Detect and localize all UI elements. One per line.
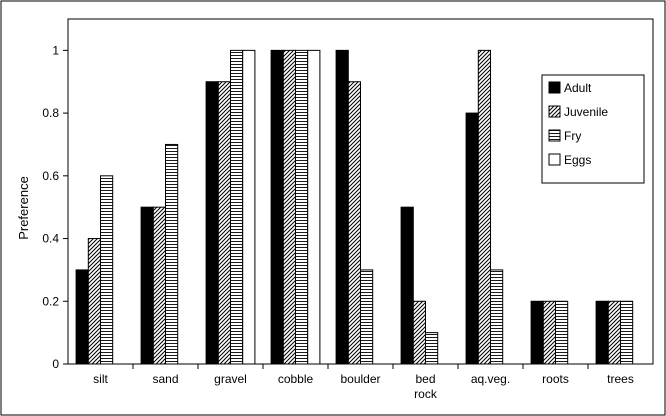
bar-fry [555, 300, 569, 365]
legend-swatch-juvenile [548, 105, 561, 118]
bar-adult [465, 112, 479, 365]
x-tick-label: roots [542, 372, 569, 386]
x-tick-label: silt [93, 372, 108, 386]
legend-label-eggs: Eggs [564, 153, 591, 167]
legend-label-fry: Fry [564, 129, 581, 143]
y-tick-label: 1 [52, 43, 59, 57]
bar-juvenile [87, 238, 102, 365]
bar-fry [360, 269, 374, 365]
plot-area: 0 0.2 0.4 0.6 0.8 1 silt sand gravel cobble boulde… [42, 18, 654, 401]
bar-adult [335, 49, 349, 365]
bar-juvenile [217, 81, 232, 365]
bar-fry [165, 143, 179, 365]
x-tick-label: gravel [214, 372, 247, 386]
y-tick-label: 0 [52, 357, 59, 371]
legend-label-adult: Adult [564, 81, 592, 95]
bar-juvenile [412, 300, 426, 365]
bar-adult [140, 206, 154, 365]
bar-adult [75, 269, 89, 365]
bar-fry [425, 332, 439, 365]
y-axis-label: Preference [16, 176, 31, 240]
legend-swatch-eggs [548, 153, 561, 166]
bar-fry [295, 49, 309, 365]
y-tick-label: 0.2 [42, 294, 59, 308]
bar-juvenile [477, 49, 491, 365]
bar-fry [490, 269, 504, 365]
x-tick-label: trees [607, 372, 634, 386]
bar-juvenile [347, 81, 361, 365]
x-tick-label: bed rock [414, 372, 438, 401]
x-tick-label: cobble [278, 372, 314, 386]
legend-label-juvenile: Juvenile [564, 105, 608, 119]
y-tick-label: 0.6 [42, 169, 59, 183]
legend-swatch-adult [548, 81, 561, 94]
bar-fry [230, 49, 244, 365]
bar-fry [100, 175, 114, 365]
bar-juvenile [282, 49, 296, 365]
bar-eggs [307, 49, 321, 365]
x-tick-label: boulder [340, 372, 380, 386]
bar-adult [400, 206, 414, 365]
x-tick-label: sand [152, 372, 178, 386]
bar-adult [595, 300, 609, 365]
bar-juvenile [607, 300, 621, 365]
bar-adult [205, 81, 219, 365]
legend: Adult Juvenile Fry Eggs [541, 74, 645, 184]
bar-juvenile [542, 300, 556, 365]
x-tick-label: aq.veg. [471, 372, 510, 386]
bar-eggs [242, 49, 256, 365]
bar-adult [530, 300, 544, 365]
y-tick-label: 0.8 [42, 106, 59, 120]
y-tick-label: 0.4 [42, 232, 59, 246]
bar-adult [270, 49, 284, 365]
legend-swatch-fry [548, 129, 561, 142]
bar-fry [620, 300, 634, 365]
bar-juvenile [152, 206, 167, 365]
